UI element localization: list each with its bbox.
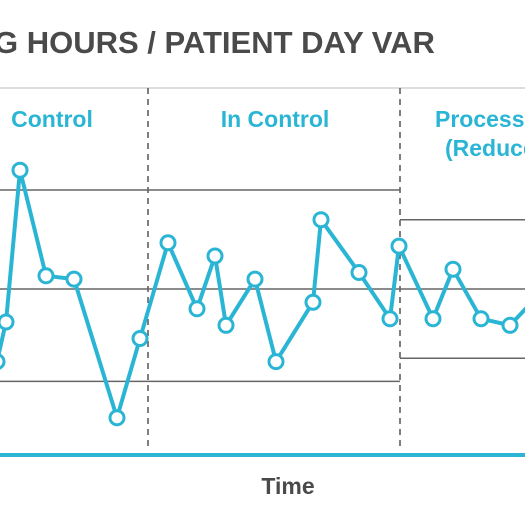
data-point — [65, 270, 83, 288]
data-point — [0, 313, 15, 331]
data-point — [267, 353, 285, 371]
section-label: Control — [11, 106, 93, 132]
data-point — [159, 234, 177, 252]
data-point — [390, 237, 408, 255]
data-point — [206, 247, 224, 265]
chart-title: G HOURS / PATIENT DAY VAR — [0, 25, 435, 60]
data-point — [11, 161, 29, 179]
data-point — [131, 330, 149, 348]
data-point — [304, 293, 322, 311]
data-point — [444, 260, 462, 278]
data-point — [501, 316, 519, 334]
section-label: In Control — [221, 106, 330, 132]
data-point — [37, 267, 55, 285]
data-point — [108, 409, 126, 427]
section-sublabel: (Reduce — [445, 135, 525, 161]
data-point — [217, 316, 235, 334]
section-label: Process — [435, 106, 525, 132]
data-point — [381, 310, 399, 328]
data-point — [424, 310, 442, 328]
data-point — [472, 310, 490, 328]
data-point — [188, 300, 206, 318]
data-point — [246, 270, 264, 288]
data-point — [350, 264, 368, 281]
data-point — [0, 353, 6, 370]
x-axis-label: Time — [261, 473, 314, 499]
data-point — [312, 211, 330, 229]
